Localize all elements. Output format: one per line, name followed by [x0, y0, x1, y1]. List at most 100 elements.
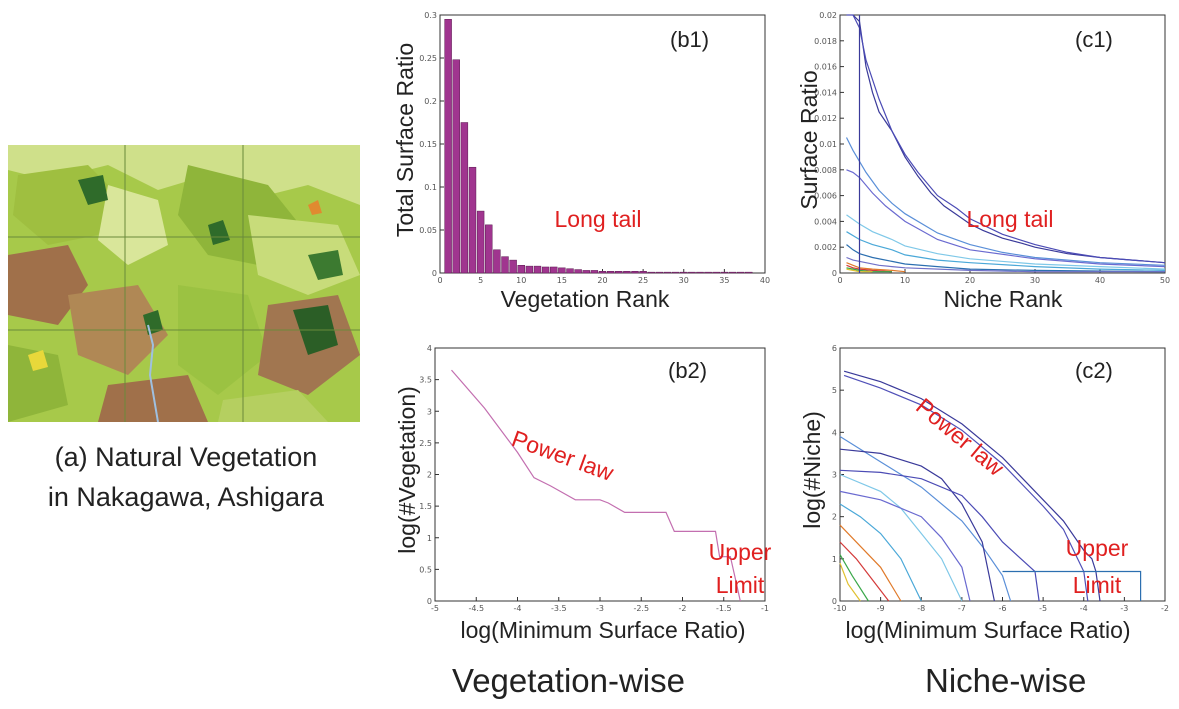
c1-series-line-7: [846, 256, 1165, 273]
c1-x-tick-label: 50: [1160, 276, 1170, 285]
c1-series-line-3: [846, 169, 1166, 268]
b2-x-tick-label: -3.5: [551, 604, 567, 613]
b2-x-tick-label: -5: [431, 604, 439, 613]
b2-x-tick-label: -4.5: [468, 604, 484, 613]
c2-y-tick-label: 5: [832, 386, 837, 395]
b1-bar: [566, 268, 574, 274]
c1-y-tick-label: 0.004: [814, 217, 837, 226]
b1-bar: [558, 267, 566, 274]
b1-y-tick-label: 0: [432, 269, 437, 278]
c2-series-line-1: [843, 374, 1089, 602]
c1-y-tick-label: 0: [832, 269, 837, 278]
b1-bar: [696, 271, 704, 274]
b1-bar: [720, 271, 729, 274]
b1-annotation-0: Long tail: [555, 206, 642, 232]
c2-series-line-8: [839, 524, 902, 602]
b1-bar: [590, 270, 599, 274]
b2-x-tick-label: -1.5: [716, 604, 732, 613]
b2-x-tick-label: -2: [679, 604, 687, 613]
b1-bar: [736, 271, 745, 274]
b1-bar: [452, 59, 460, 274]
c1-y-tick-label: 0.016: [814, 63, 837, 72]
c1-series-line-5: [846, 231, 1166, 271]
b2-x-tick-label: -2.5: [633, 604, 649, 613]
b1-panel-label: (b1): [670, 27, 709, 52]
b1-bar: [485, 224, 493, 274]
b1-bar: [550, 266, 558, 274]
b1-bar: [631, 271, 639, 274]
b1-x-tick-label: 10: [516, 276, 526, 285]
b1-y-tick-label: 0.1: [424, 183, 437, 192]
chart-c1-svg: 0 10 20 30 40 50 0 0.002 0.004 0.006 0.008 0.01 0.01…: [796, 11, 1170, 312]
b1-bar: [509, 259, 517, 274]
c2-series-line-11: [839, 562, 861, 602]
c2-y-axis-label: log(#Niche): [799, 411, 825, 529]
c1-annotation-0: Long tail: [967, 206, 1054, 232]
c2-series-line-0: [843, 370, 1101, 602]
c1-y-axis-label: Surface Ratio: [796, 70, 822, 209]
b2-y-tick-label: 2: [427, 471, 432, 480]
c2-y-tick-label: 1: [832, 555, 837, 564]
c2-x-tick-label: -7: [958, 604, 966, 613]
b2-panel-label: (b2): [668, 358, 707, 383]
b1-bar: [444, 19, 452, 274]
c2-series-line-6: [839, 490, 971, 602]
b1-bar: [460, 122, 469, 274]
c1-x-tick-label: 20: [965, 276, 975, 285]
c1-y-tick-label: 0.014: [814, 88, 837, 97]
b2-y-tick-label: 1: [427, 534, 432, 543]
b2-x-tick-label: -4: [514, 604, 522, 613]
map-caption-line1: (a) Natural Vegetation: [54, 442, 318, 472]
b1-bar: [671, 271, 680, 274]
b1-y-axis-label: Total Surface Ratio: [392, 43, 418, 237]
c2-x-tick-label: -3: [1120, 604, 1128, 613]
b2-x-axis-label: log(Minimum Surface Ratio): [460, 617, 745, 643]
map-caption-line2: in Nakagawa, Ashigara: [47, 482, 325, 512]
b1-x-tick-label: 5: [478, 276, 483, 285]
b1-x-tick-label: 20: [597, 276, 607, 285]
chart-b1-svg: 0 5 10 15 20 25 30 35 40 0 0.05 0.1 0.15 0.2 0.25 0.3 (b…: [392, 11, 770, 312]
c2-y-tick-label: 2: [832, 513, 837, 522]
c1-series-line-0: [852, 14, 1166, 264]
c2-y-tick-label: 4: [832, 428, 837, 437]
b2-annotation-2: Limit: [716, 572, 765, 598]
c2-series-line-4: [839, 469, 1040, 602]
c2-y-tick-label: 3: [832, 471, 837, 480]
b1-bar: [574, 269, 582, 274]
b1-y-tick-label: 0.2: [424, 97, 437, 106]
b1-x-tick-label: 40: [760, 276, 770, 285]
c2-x-axis-label: log(Minimum Surface Ratio): [845, 617, 1130, 643]
chart-c2-svg: -10 -9 -8 -7 -6 -5 -4 -3 -2 0 1 2 3 4 5 6 (c2) log(Minimu…: [799, 344, 1169, 643]
b1-bar: [704, 271, 712, 274]
chart-b1: 0 5 10 15 20 25 30 35 40 0 0.05 0.1 0.15 0.2 0.25 0.3 (b…: [385, 5, 780, 320]
c2-series-line-2: [839, 435, 1012, 602]
b1-bar: [623, 271, 631, 274]
b1-bar: [525, 265, 534, 274]
chart-b2: -5 -4.5 -4 -3.5 -3 -2.5 -2 -1.5 -1 0 0.5 1 1.5 2 2.5 3 3…: [385, 338, 780, 648]
b2-annotation-0: Power law: [508, 425, 617, 486]
c2-x-tick-label: -10: [833, 604, 846, 613]
b1-x-tick-label: 15: [557, 276, 567, 285]
c1-x-tick-label: 40: [1095, 276, 1105, 285]
c1-series-line-1: [846, 14, 1166, 264]
c2-series-line-7: [839, 503, 922, 602]
c1-series-line-8: [846, 262, 906, 273]
c2-x-tick-label: -6: [999, 604, 1007, 613]
b1-bar: [745, 271, 753, 274]
b2-y-tick-label: 1.5: [419, 502, 432, 511]
c2-x-tick-label: -5: [1039, 604, 1047, 613]
b1-bar: [680, 271, 688, 274]
b2-y-tick-label: 2.5: [419, 439, 432, 448]
b2-y-axis-label: log(#Vegetation): [394, 386, 420, 554]
b1-bar: [606, 271, 615, 274]
c2-series-line-3: [839, 448, 995, 602]
b2-y-tick-label: 3.5: [419, 376, 432, 385]
b1-x-tick-label: 30: [679, 276, 689, 285]
c2-x-tick-label: -9: [877, 604, 885, 613]
b1-bar: [493, 249, 501, 274]
b1-bar: [476, 210, 485, 274]
b1-bar: [533, 265, 542, 274]
b1-bar: [615, 271, 623, 274]
c1-y-tick-label: 0.002: [814, 243, 837, 252]
c1-x-tick-label: 30: [1030, 276, 1040, 285]
